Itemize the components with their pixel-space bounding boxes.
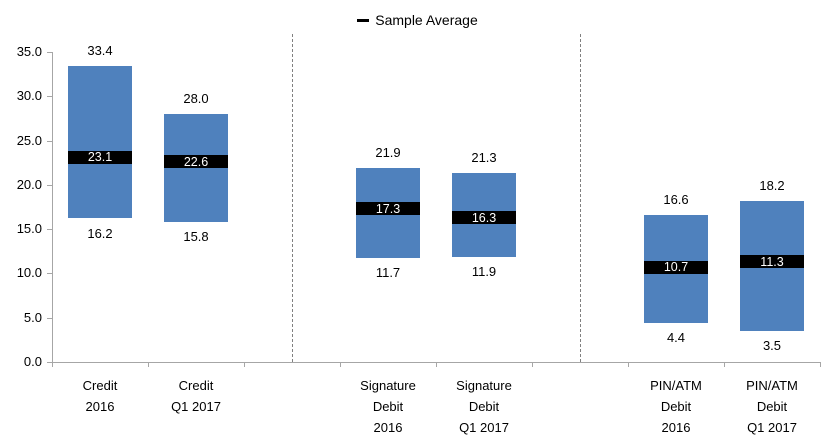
min-value-label: 4.4 xyxy=(666,330,686,346)
y-tick-mark xyxy=(47,273,52,275)
y-tick-mark xyxy=(47,362,52,363)
x-tick-mark xyxy=(436,362,437,367)
x-tick-mark xyxy=(724,362,725,367)
max-value-label: 21.9 xyxy=(375,145,401,161)
average-value-label: 10.7 xyxy=(644,260,708,274)
y-tick-label: 0.0 xyxy=(23,354,42,369)
y-tick-label: 20.0 xyxy=(16,176,42,192)
average-value-label: 17.3 xyxy=(356,202,420,216)
group-separator xyxy=(580,34,581,362)
y-tick-mark xyxy=(47,229,52,231)
average-value-label: 11.3 xyxy=(740,255,804,269)
y-tick-label: 5.0 xyxy=(23,309,42,325)
y-axis-line xyxy=(52,52,53,362)
legend-label: Sample Average xyxy=(375,12,478,28)
max-value-label: 21.3 xyxy=(471,150,497,166)
category-label: PIN/ATM Debit Q1 2017 xyxy=(746,378,798,435)
min-value-label: 3.5 xyxy=(762,338,782,353)
average-value-label: 22.6 xyxy=(164,155,228,169)
y-tick-label: 10.0 xyxy=(16,265,42,281)
x-tick-mark xyxy=(52,362,53,367)
min-value-label: 11.9 xyxy=(471,263,497,279)
sample-average-dash-icon xyxy=(357,18,370,22)
y-tick-label: 15.0 xyxy=(16,221,42,237)
category-label: Signature Debit Q1 2017 xyxy=(456,378,512,435)
y-tick-mark xyxy=(47,184,52,186)
y-tick-label: 35.0 xyxy=(16,44,42,59)
x-tick-mark xyxy=(148,362,149,367)
category-label: Credit Q1 2017 xyxy=(171,378,221,414)
y-tick-label: 30.0 xyxy=(16,88,42,104)
x-tick-mark xyxy=(340,362,341,367)
y-tick-mark xyxy=(47,52,52,53)
max-value-label: 33.4 xyxy=(87,43,113,59)
category-label: Signature Debit 2016 xyxy=(360,378,416,435)
average-value-label: 16.3 xyxy=(452,211,516,225)
max-value-label: 18.2 xyxy=(759,177,785,193)
x-tick-mark xyxy=(532,362,533,367)
x-tick-mark xyxy=(244,362,245,367)
y-tick-mark xyxy=(47,96,52,98)
x-tick-mark xyxy=(628,362,629,367)
average-value-label: 23.1 xyxy=(68,150,132,164)
category-label: Credit 2016 xyxy=(82,378,118,414)
max-value-label: 16.6 xyxy=(663,191,689,207)
bar xyxy=(68,66,132,219)
category-label: PIN/ATM Debit 2016 xyxy=(650,378,702,435)
y-tick-mark xyxy=(47,140,52,142)
y-tick-mark xyxy=(47,317,52,319)
min-value-label: 16.2 xyxy=(87,225,113,241)
max-value-label: 28.0 xyxy=(183,91,209,106)
y-tick-label: 25.0 xyxy=(16,132,42,148)
legend: Sample Average xyxy=(0,11,835,29)
x-tick-mark xyxy=(820,362,821,367)
min-value-label: 11.7 xyxy=(375,265,401,281)
group-separator xyxy=(292,34,293,362)
min-value-label: 15.8 xyxy=(183,229,209,245)
